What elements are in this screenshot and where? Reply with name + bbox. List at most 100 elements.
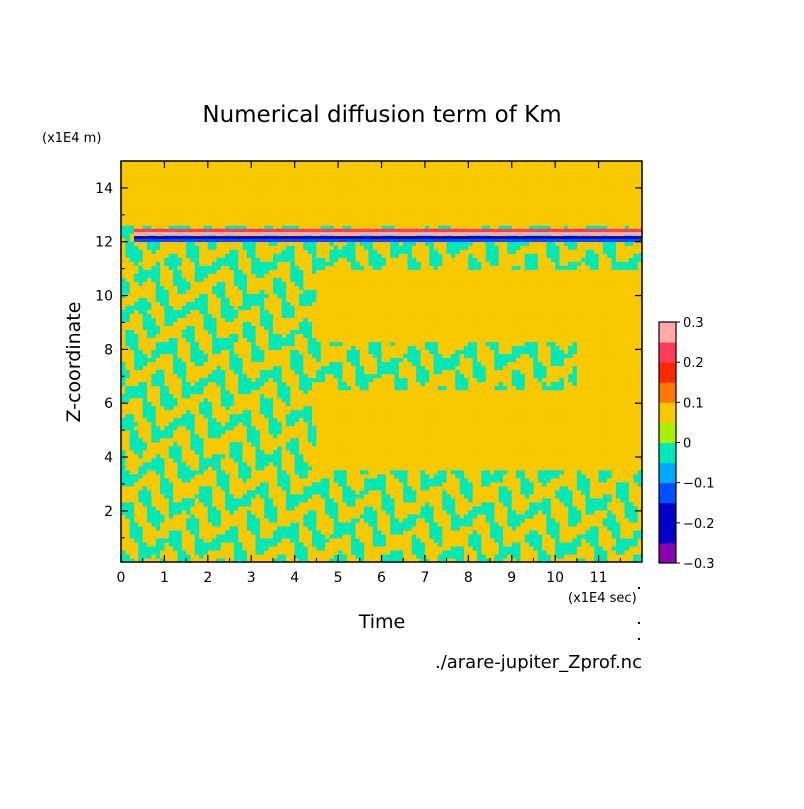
heatmap-cell: [160, 365, 166, 371]
heatmap-cell: [233, 473, 239, 479]
heatmap-cell: [251, 353, 257, 359]
heatmap-cell: [268, 373, 274, 379]
heatmap-cell: [277, 297, 283, 302]
heatmap-cell: [255, 297, 261, 302]
heatmap-cell: [207, 397, 213, 403]
heatmap-cell: [168, 261, 174, 266]
heatmap-cell: [142, 193, 148, 198]
heatmap-cell: [225, 217, 231, 222]
heatmap-cell: [225, 465, 231, 471]
heatmap-cell: [238, 297, 244, 302]
heatmap-cell: [299, 309, 304, 314]
heatmap-cell: [181, 417, 187, 423]
heatmap-cell: [199, 305, 205, 310]
heatmap-cell: [303, 289, 309, 294]
heatmap-cell: [121, 525, 126, 531]
heatmap-cell: [281, 341, 287, 347]
heatmap-cell: [160, 525, 166, 531]
heatmap-cell: [164, 221, 170, 226]
heatmap-cell: [186, 373, 192, 379]
heatmap-cell: [307, 305, 313, 310]
heatmap-cell: [277, 277, 283, 282]
heatmap-cell: [312, 197, 317, 202]
heatmap-cell: [255, 397, 261, 403]
heatmap-cell: [216, 177, 222, 182]
heatmap-cell: [246, 269, 252, 274]
heatmap-cell: [255, 181, 261, 186]
heatmap-cell: [268, 409, 274, 415]
heatmap-cell: [199, 337, 205, 343]
heatmap-cell: [238, 181, 244, 186]
heatmap-cell: [212, 337, 218, 343]
heatmap-cell: [181, 413, 187, 419]
heatmap-cell: [160, 209, 166, 214]
heatmap-cell: [199, 453, 205, 459]
heatmap-cell: [142, 277, 148, 282]
heatmap-cell: [242, 213, 248, 218]
heatmap-cell: [329, 177, 335, 182]
heatmap-cell: [164, 513, 170, 519]
heatmap-cell: [177, 285, 183, 290]
heatmap-cell: [225, 469, 231, 475]
heatmap-cell: [225, 393, 231, 399]
heatmap-cell: [194, 329, 200, 335]
heatmap-cell: [134, 465, 139, 471]
heatmap-cell: [272, 469, 278, 475]
heatmap-cell: [147, 537, 152, 543]
heatmap-cell: [255, 441, 261, 447]
heatmap-cell: [164, 473, 170, 479]
heatmap-cell: [285, 177, 291, 182]
heatmap-cell: [155, 217, 161, 222]
heatmap-cell: [203, 425, 209, 431]
heatmap-cell: [268, 413, 274, 419]
heatmap-cell: [125, 305, 131, 310]
heatmap-cell: [268, 341, 274, 347]
heatmap-cell: [160, 465, 166, 471]
heatmap-cell: [325, 245, 330, 250]
heatmap-cell: [259, 177, 265, 182]
heatmap-cell: [220, 297, 226, 302]
heatmap-cell: [325, 313, 330, 318]
heatmap-cell: [220, 185, 226, 190]
heatmap-cell: [242, 173, 248, 178]
heatmap-cell: [264, 241, 270, 246]
heatmap-cell: [142, 273, 148, 278]
heatmap-cell: [190, 273, 196, 278]
heatmap-cell: [229, 205, 235, 210]
heatmap-cell: [299, 233, 304, 238]
heatmap-cell: [316, 349, 322, 355]
heatmap-cell: [233, 321, 239, 327]
heatmap-cell: [186, 313, 192, 318]
heatmap-cell: [320, 281, 326, 286]
heatmap-cell: [329, 313, 335, 318]
heatmap-cell: [220, 189, 226, 194]
heatmap-cell: [303, 269, 309, 274]
heatmap-cell: [320, 273, 326, 278]
heatmap-cell: [207, 517, 213, 523]
heatmap-cell: [268, 533, 274, 539]
heatmap-cell: [299, 525, 304, 531]
heatmap-cell: [177, 389, 183, 395]
heatmap-cell: [259, 305, 265, 310]
heatmap-cell: [316, 373, 322, 379]
heatmap-cell: [173, 477, 179, 483]
heatmap-cell: [299, 225, 304, 230]
heatmap-cell: [290, 221, 296, 226]
heatmap-cell: [129, 237, 135, 242]
heatmap-cell: [121, 429, 126, 435]
heatmap-cell: [190, 221, 196, 226]
heatmap-cell: [216, 233, 222, 238]
heatmap-cell: [147, 221, 152, 226]
heatmap-cell: [190, 349, 196, 355]
heatmap-cell: [207, 389, 213, 395]
heatmap-cell: [312, 393, 317, 399]
heatmap-cell: [264, 201, 270, 206]
heatmap-cell: [225, 245, 231, 250]
heatmap-cell: [129, 533, 135, 539]
heatmap-cell: [138, 385, 144, 391]
heatmap-cell: [138, 305, 144, 310]
heatmap-cell: [290, 553, 296, 559]
heatmap-cell: [138, 485, 144, 491]
heatmap-cell: [320, 285, 326, 290]
heatmap-cell: [142, 521, 148, 527]
